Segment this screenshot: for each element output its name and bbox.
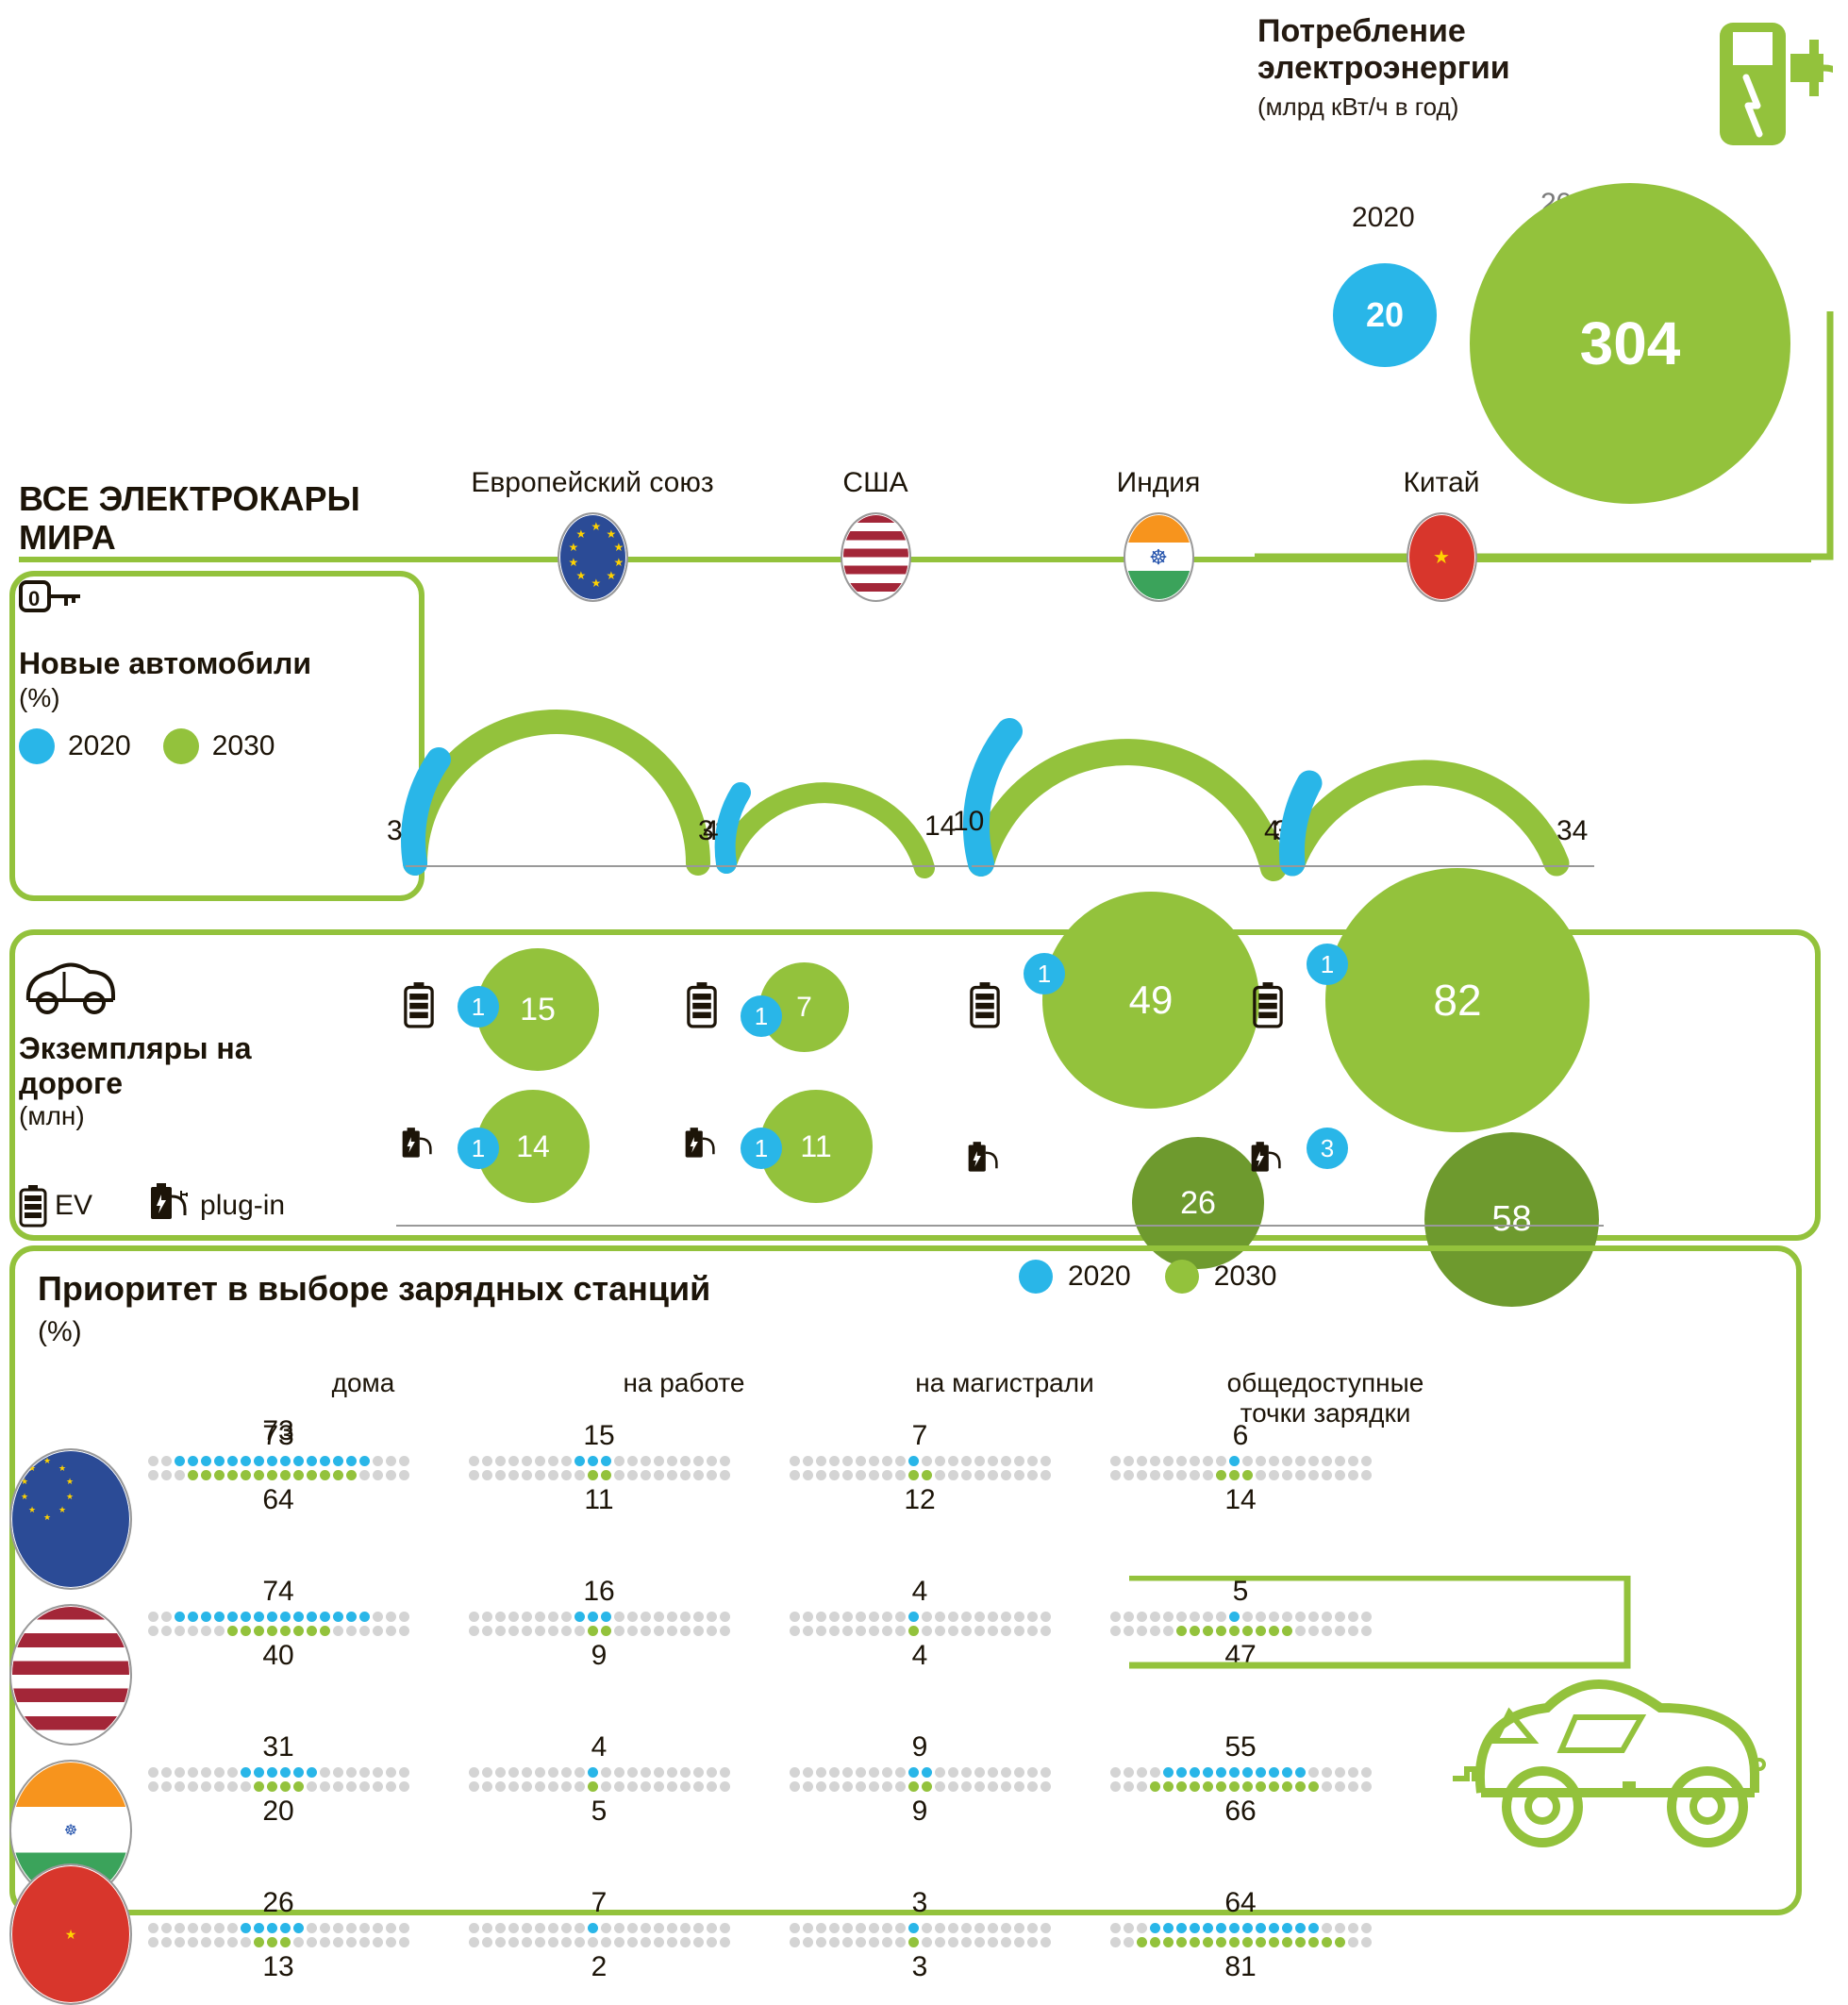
arc-green-2030 [415,722,698,863]
dot-matrix-row [1085,1937,1396,1947]
dot-matrix-row [764,1612,1075,1622]
svg-text:14: 14 [924,810,956,842]
energy-consumption-section: Потребление электроэнергии (млрд кВт/ч в… [1257,13,1842,122]
dot-matrix-row [1085,1456,1396,1466]
energy-2020-bubble: 20 [1333,263,1437,367]
dot-matrix-row [1085,1470,1396,1480]
energy-2030-bubble: 304 [1470,183,1790,504]
page-title: ВСЕ ЭЛЕКТРОКАРЫ МИРА [19,479,360,558]
arc-green-2030 [1292,773,1557,863]
priority-metric-highway-Европейский союз: 7 12 [764,1420,1075,1516]
us-flag-icon [841,512,911,602]
svg-text:0: 0 [28,587,40,610]
svg-text:4: 4 [703,815,719,846]
china-flag-icon: ★ [1407,512,1477,602]
dot-matrix-row [764,1626,1075,1636]
charging-station-icon [1701,21,1833,162]
legend-dot-2020 [19,728,55,764]
dot-matrix-row [764,1767,1075,1778]
priority-metric-home-США: 74 40 [123,1576,434,1672]
dot-matrix-row [1085,1923,1396,1933]
infographic-root: Потребление электроэнергии (млрд кВт/ч в… [0,0,1848,1932]
dot-matrix-row [123,1626,434,1636]
dot-matrix-row [443,1470,755,1480]
dot-matrix-row [443,1456,755,1466]
energy-2020-year-label: 2020 [1352,202,1415,234]
arc-green-2030 [726,793,924,868]
priority-metric-home-Европейский союз: 73 64 [123,1420,434,1516]
dot-matrix-row [123,1470,434,1480]
dot-matrix-row [123,1456,434,1466]
country-column-china: Китай ★ [1243,467,1640,602]
arc-green-2030 [981,752,1274,868]
priority-legend: 2020 2030 [1019,1260,1277,1294]
svg-text:3: 3 [387,815,403,846]
key-icon: 0 [19,580,85,632]
svg-text:4: 4 [1264,815,1280,846]
dot-matrix-row [123,1781,434,1792]
india-flag-icon: ☸ [1124,512,1194,602]
priority-metric-public-Европейский союз: 6 14 [1085,1420,1396,1516]
dot-matrix-row [764,1923,1075,1933]
dot-matrix-row [764,1470,1075,1480]
new-cars-legend-section: 0 Новые автомобили (%) 2020 2030 [19,580,330,764]
priority-flag-china: ★ [9,1863,132,2005]
dot-matrix-row [443,1767,755,1778]
priority-metric-home-Китай: 26 13 [123,1887,434,1983]
car-outline-icon [19,948,123,1019]
legend-dot-2030 [163,728,199,764]
dot-matrix-row [443,1626,755,1636]
dot-matrix-row [123,1923,434,1933]
dot-matrix-row [443,1781,755,1792]
svg-text:10: 10 [953,806,984,837]
dot-matrix-row [443,1923,755,1933]
priority-metric-work-США: 16 9 [443,1576,755,1672]
dot-matrix-row [764,1456,1075,1466]
priority-metric-home-Индия: 31 20 [123,1731,434,1828]
dot-matrix-row [764,1937,1075,1947]
arc-chart-china: 4 34 [1236,627,1632,911]
ev-battery-icon [19,1184,47,1228]
road-bubbles-china: 1 82 3 58 [1236,944,1632,1227]
eu-flag-icon: ★ ★ ★ ★ ★ ★ ★ ★ ★ ★ [558,512,628,602]
priority-metric-public-Китай: 64 81 [1085,1887,1396,1983]
svg-text:34: 34 [1557,815,1588,846]
energy-bubble-chart: 2020 2030 304 20 [1295,192,1823,513]
dot-matrix-row [123,1767,434,1778]
plugin-charger-icon [149,1183,192,1228]
priority-metric-work-Европейский союз: 15 11 [443,1420,755,1516]
road-units-legend-section: Экземпляры на дороге (млн) EV [19,948,330,1228]
dot-matrix-row [764,1781,1075,1792]
priority-flag-us [9,1604,132,1746]
dot-matrix-row [443,1612,755,1622]
dot-matrix-row [123,1612,434,1622]
priority-flag-eu: ★ ★ ★ ★ ★ ★ ★ ★ ★ ★ [9,1448,132,1590]
dot-matrix-row [123,1937,434,1947]
dot-matrix-row [443,1937,755,1947]
electric-car-icon [1443,1576,1840,1906]
